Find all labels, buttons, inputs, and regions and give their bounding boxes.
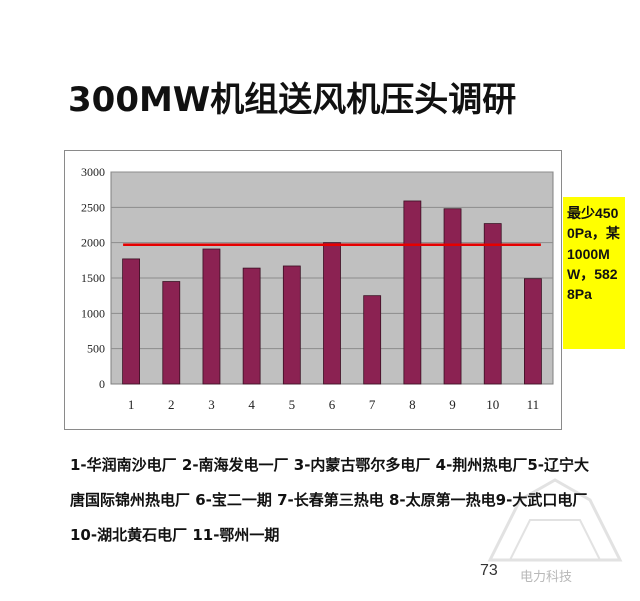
bars	[122, 200, 542, 385]
y-tick-label: 3000	[81, 165, 105, 179]
bar-10	[483, 223, 502, 385]
x-tick-label: 9	[449, 397, 456, 412]
x-tick-label: 4	[248, 397, 255, 412]
wechat-watermark: 电力科技	[520, 570, 573, 585]
y-tick-label: 1500	[81, 271, 105, 285]
bar-2	[162, 281, 181, 385]
y-axis-tick-labels: 0 500 1000 1500 2000 2500 3000	[81, 165, 105, 391]
bar-8	[403, 200, 422, 385]
y-tick-label: 1000	[81, 306, 105, 320]
bar-7	[363, 295, 382, 385]
x-tick-label: 8	[409, 397, 416, 412]
callout-note: 最少4500Pa，某1000MW，5828Pa	[563, 197, 625, 349]
bar-11	[524, 278, 542, 385]
bar-5	[282, 265, 301, 385]
y-tick-label: 2500	[81, 200, 105, 214]
x-tick-label: 2	[168, 397, 175, 412]
y-tick-label: 500	[87, 342, 105, 356]
university-emblem-watermark	[487, 478, 623, 562]
bar-chart: 0 500 1000 1500 2000 2500 3000 1 2 3 4 5 6 7 8 9 10 11	[81, 165, 554, 412]
x-tick-label: 5	[289, 397, 296, 412]
y-tick-label: 2000	[81, 236, 105, 250]
bar-3	[202, 248, 221, 385]
page-number: 73	[480, 562, 498, 579]
y-tick-label: 0	[99, 377, 105, 391]
x-tick-label: 6	[329, 397, 336, 412]
bar-1	[122, 258, 140, 385]
x-axis-tick-labels: 1 2 3 4 5 6 7 8 9 10 11	[128, 397, 539, 412]
bar-6	[323, 242, 341, 385]
chart-frame: 0 500 1000 1500 2000 2500 3000 1 2 3 4 5 6 7 8 9 10 11	[64, 150, 562, 430]
bar-4	[242, 267, 261, 385]
x-tick-label: 1	[128, 397, 135, 412]
bar-9	[443, 208, 462, 385]
slide-title: 300MW机组送风机压头调研	[68, 80, 517, 120]
plant-legend: 1-华润南沙电厂 2-南海发电一厂 3-内蒙古鄂尔多电厂 4-荆州热电厂5-辽宁…	[70, 456, 589, 544]
x-tick-label: 7	[369, 397, 376, 412]
x-tick-label: 11	[527, 397, 540, 412]
gridlines	[111, 171, 553, 350]
x-tick-label: 10	[486, 397, 499, 412]
x-tick-label: 3	[208, 397, 215, 412]
